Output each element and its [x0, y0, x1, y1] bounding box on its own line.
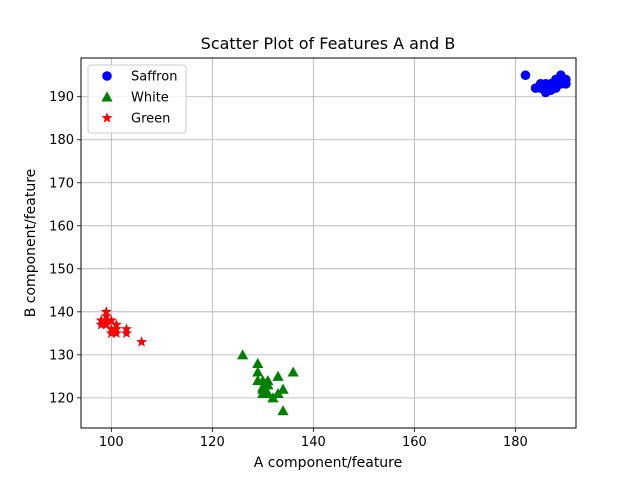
- y-tick-label: 140: [49, 305, 74, 320]
- green-point: [120, 327, 132, 339]
- y-axis-label: B component/feature: [23, 169, 39, 318]
- x-tick-label: 180: [503, 435, 528, 450]
- x-axis-label: A component/feature: [254, 455, 403, 471]
- green-point: [95, 314, 107, 326]
- y-tick-label: 190: [49, 90, 74, 105]
- legend: Saffron White Green: [87, 64, 187, 134]
- white-point: [277, 405, 289, 416]
- y-tick-label: 150: [49, 262, 74, 277]
- green-point: [95, 318, 107, 330]
- white-point: [237, 349, 249, 360]
- plot-frame: [80, 57, 577, 429]
- legend-marker-saffron: [102, 71, 112, 81]
- y-tick-label: 160: [49, 219, 74, 234]
- white-point: [252, 366, 264, 377]
- data-points: [95, 70, 571, 416]
- chart-title: Scatter Plot of Features A and B: [201, 34, 456, 53]
- white-point: [262, 387, 274, 399]
- x-tick-label: 160: [402, 435, 427, 450]
- white-point: [252, 357, 264, 368]
- x-tick-label: 120: [200, 435, 225, 450]
- legend-marker-green: [101, 112, 113, 123]
- green-point: [105, 327, 117, 339]
- saffron-point: [545, 85, 556, 96]
- white-point: [287, 366, 299, 377]
- saffron-point: [561, 79, 571, 89]
- legend-label-white: White: [131, 91, 169, 106]
- green-point: [110, 327, 122, 339]
- x-tick-label: 140: [301, 435, 326, 450]
- green-point: [105, 314, 117, 326]
- green-point: [100, 318, 112, 330]
- x-tick-label: 100: [99, 435, 124, 450]
- y-axis-ticks: 120 130 140 150 160 170 180 190: [49, 90, 81, 406]
- legend-label-green: Green: [131, 112, 170, 127]
- legend-marker-white: [101, 91, 113, 102]
- x-axis-ticks: 100 120 140 160 180: [99, 428, 528, 450]
- legend-label-saffron: Saffron: [131, 70, 177, 85]
- y-tick-label: 180: [49, 133, 74, 148]
- saffron-point: [520, 70, 531, 81]
- white-point: [272, 370, 284, 381]
- y-tick-label: 130: [49, 348, 74, 363]
- white-point: [277, 383, 289, 394]
- legend-box: [87, 64, 187, 134]
- white-point: [257, 381, 269, 392]
- grid-lines: [81, 58, 576, 428]
- y-tick-label: 120: [49, 391, 74, 406]
- green-point: [136, 336, 148, 347]
- y-tick-label: 170: [49, 176, 74, 191]
